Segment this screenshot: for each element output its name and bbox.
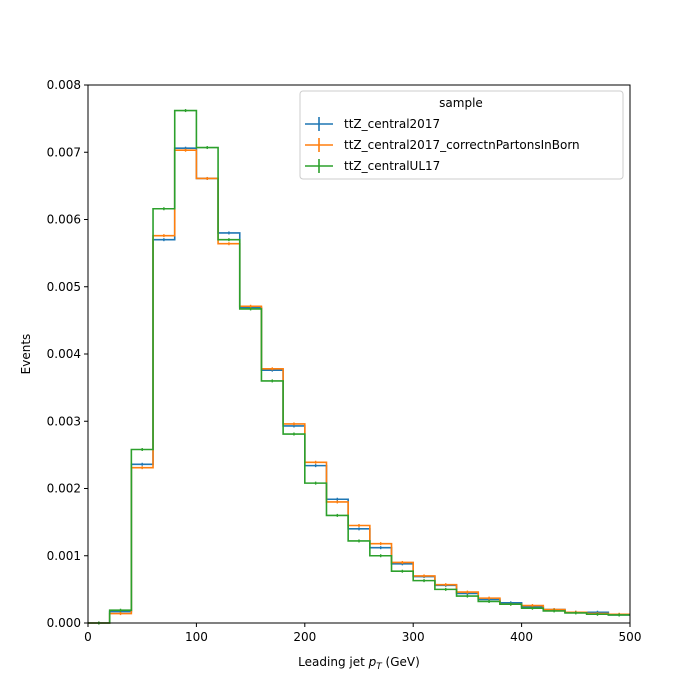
x-tick-label: 0: [84, 630, 92, 644]
legend-entry: ttZ_central2017_correctnPartonsInBorn: [305, 138, 580, 152]
y-tick-label: 0.001: [47, 549, 81, 563]
legend-label: ttZ_centralUL17: [344, 159, 440, 173]
y-tick-label: 0.002: [47, 482, 81, 496]
legend-label: ttZ_central2017: [344, 117, 440, 131]
series-layer: [88, 109, 630, 625]
x-tick-label: 300: [402, 630, 425, 644]
x-tick-label: 200: [293, 630, 316, 644]
y-tick-label: 0.008: [47, 78, 81, 92]
y-tick-label: 0.000: [47, 616, 81, 630]
y-tick-label: 0.005: [47, 280, 81, 294]
x-axis-label: Leading jet pT (GeV): [298, 655, 420, 672]
y-axis-ticks: 0.000 0.001 0.002 0.003 0.004 0.005 0.006 0.007…: [47, 78, 88, 630]
y-tick-label: 0.006: [47, 213, 81, 227]
x-tick-label: 500: [619, 630, 642, 644]
legend: sample ttZ_central2017 ttZ_central2017_co…: [299, 90, 624, 180]
x-tick-label: 400: [510, 630, 533, 644]
y-tick-label: 0.003: [47, 414, 81, 428]
legend-entry: ttZ_centralUL17: [305, 159, 440, 173]
x-axis-ticks: 0 100 200 300 400 500: [84, 623, 641, 644]
legend-label: ttZ_central2017_correctnPartonsInBorn: [344, 138, 580, 152]
legend-box: [299, 90, 624, 180]
legend-entry: ttZ_central2017: [305, 117, 440, 131]
legend-title: sample: [439, 96, 483, 110]
legend-entries: ttZ_central2017 ttZ_central2017_correctnP…: [305, 117, 580, 173]
y-tick-label: 0.004: [47, 347, 81, 361]
y-axis-label: Events: [19, 334, 33, 375]
x-tick-label: 100: [185, 630, 208, 644]
y-tick-label: 0.007: [47, 145, 81, 159]
